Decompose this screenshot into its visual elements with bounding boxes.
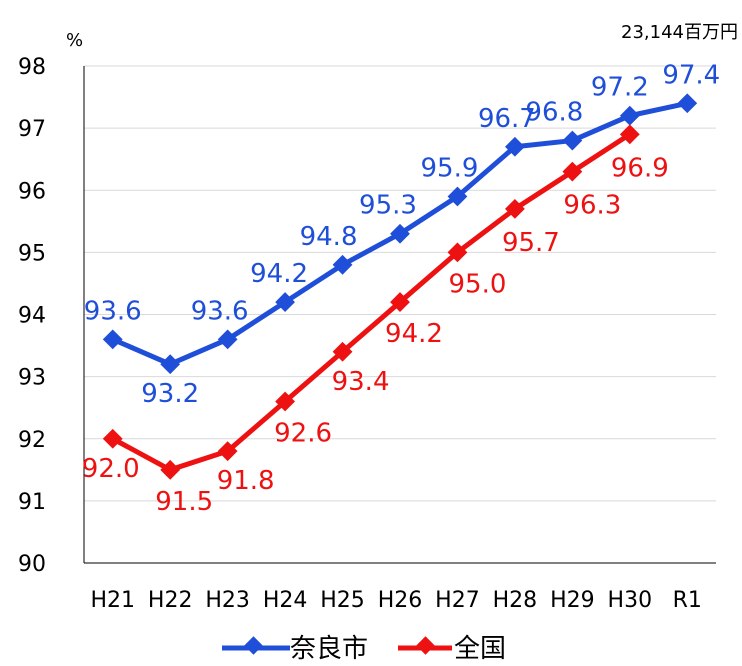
- y-tick-label: 90: [18, 552, 46, 577]
- data-point-marker: [677, 93, 698, 114]
- data-point-marker: [619, 105, 640, 126]
- data-label: 96.9: [611, 153, 669, 183]
- x-tick-label: H28: [493, 588, 538, 613]
- y-axis-ticks: 90 91 92 93 94 95 96 97 98: [18, 55, 46, 577]
- data-label: 93.2: [141, 379, 199, 409]
- x-tick-label: H24: [263, 588, 308, 613]
- data-label: 97.4: [662, 60, 720, 90]
- data-label: 96.7: [478, 104, 536, 134]
- x-tick-label: H23: [205, 588, 250, 613]
- gridlines: [83, 65, 716, 564]
- data-label: 96.8: [525, 98, 583, 128]
- data-label: 93.4: [332, 367, 390, 397]
- data-label: 94.2: [385, 319, 443, 349]
- legend-label-national: 全国: [454, 634, 506, 664]
- x-tick-label: H26: [378, 588, 423, 613]
- data-point-marker: [102, 428, 123, 449]
- data-label: 92.0: [82, 454, 140, 484]
- data-point-marker: [505, 198, 525, 219]
- data-point-marker: [160, 459, 181, 480]
- x-tick-label: H25: [320, 588, 365, 613]
- data-label: 93.6: [191, 296, 249, 326]
- legend-marker-national: [416, 636, 435, 655]
- x-tick-label: H29: [550, 588, 595, 613]
- data-point-marker: [217, 441, 238, 462]
- y-tick-label: 93: [18, 366, 46, 391]
- data-label: 95.3: [359, 191, 417, 221]
- y-tick-label: 95: [18, 241, 46, 266]
- data-label: 96.3: [563, 191, 621, 221]
- data-point-marker: [562, 130, 583, 151]
- data-point-marker: [447, 242, 468, 263]
- data-label: 92.6: [274, 418, 332, 448]
- chart-note: 23,144百万円: [621, 22, 738, 43]
- data-label: 94.2: [250, 259, 308, 289]
- x-tick-label: R1: [673, 588, 702, 613]
- y-tick-label: 92: [18, 428, 46, 453]
- data-label: 94.8: [300, 222, 358, 252]
- y-tick-label: 98: [18, 55, 46, 80]
- x-tick-label: H27: [435, 588, 480, 613]
- legend-label-nara: 奈良市: [290, 634, 368, 664]
- legend-marker-nara: [244, 636, 263, 655]
- series-group: [102, 93, 698, 480]
- data-point-marker: [160, 354, 181, 375]
- y-tick-label: 96: [18, 179, 46, 204]
- data-point-marker: [447, 186, 468, 207]
- data-labels: 93.693.293.694.294.895.395.996.796.897.2…: [82, 60, 720, 517]
- data-point-marker: [275, 292, 295, 312]
- x-axis-ticks: H21 H22 H23 H24 H25 H26 H27 H28 H29 H30 R1: [90, 588, 701, 613]
- data-label: 95.7: [502, 228, 560, 258]
- data-point-marker: [332, 341, 353, 362]
- data-point-marker: [505, 136, 525, 157]
- data-point-marker: [332, 254, 353, 275]
- x-tick-label: H30: [608, 588, 653, 613]
- data-label: 95.9: [421, 153, 479, 183]
- data-label: 91.8: [217, 466, 275, 496]
- data-point-marker: [217, 329, 238, 350]
- data-label: 95.0: [449, 269, 507, 299]
- data-point-marker: [390, 223, 410, 244]
- x-tick-label: H21: [90, 588, 135, 613]
- legend: 奈良市 全国: [222, 634, 506, 664]
- data-point-marker: [102, 329, 123, 350]
- y-axis-unit: %: [66, 30, 83, 51]
- data-label: 97.2: [591, 73, 649, 103]
- data-point-marker: [390, 292, 410, 312]
- x-tick-label: H22: [148, 588, 193, 613]
- y-tick-label: 91: [18, 490, 46, 515]
- y-tick-label: 94: [18, 304, 46, 329]
- data-label: 91.5: [155, 487, 213, 517]
- y-tick-label: 97: [18, 117, 46, 142]
- data-label: 93.6: [84, 296, 142, 326]
- series-line-1: [111, 132, 632, 473]
- data-point-marker: [275, 391, 295, 412]
